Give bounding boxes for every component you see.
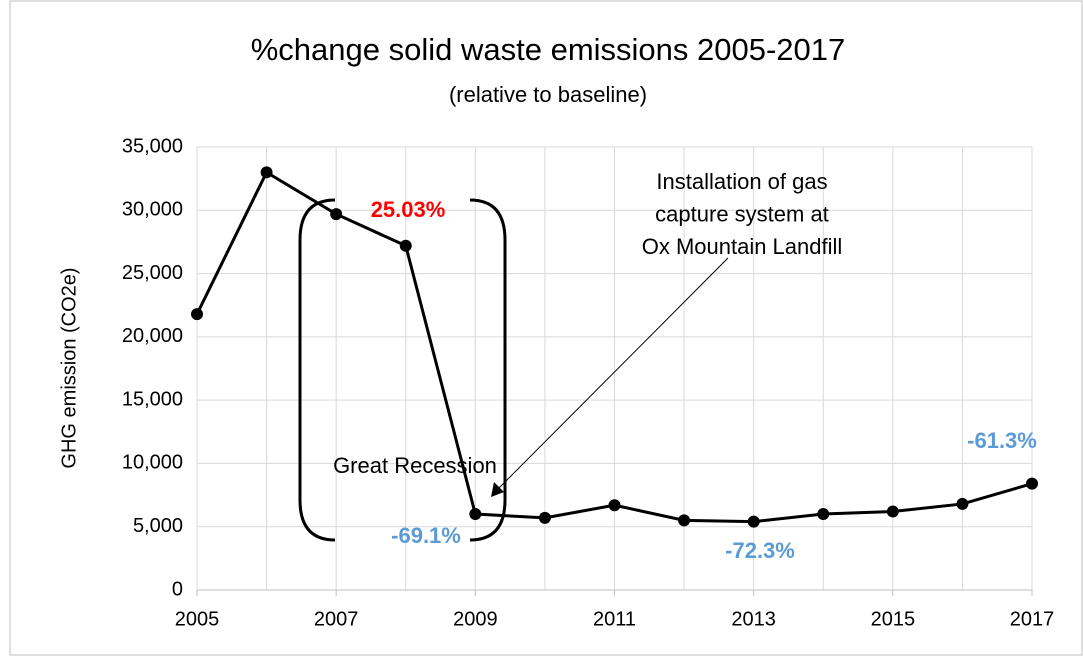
y-tick-label: 5,000 <box>133 515 183 537</box>
y-tick-label: 15,000 <box>122 388 183 410</box>
annotation: Great Recession <box>333 453 497 478</box>
y-tick-label: 25,000 <box>122 262 183 284</box>
x-tick-label: 2017 <box>1010 608 1055 630</box>
point <box>191 308 203 321</box>
annotation: Installation of gas <box>656 169 827 194</box>
arrow-line <box>496 257 729 491</box>
annotation: -61.3% <box>967 428 1037 453</box>
point <box>469 508 482 521</box>
arrow-head <box>491 482 504 497</box>
annotation: 25.03% <box>371 197 446 222</box>
x-tick-label: 2007 <box>314 608 359 630</box>
y-tick-label: 10,000 <box>122 452 183 474</box>
chart-title: %change solid waste emissions 2005-2017 <box>251 32 846 67</box>
point <box>956 497 969 510</box>
x-tick-label: 2005 <box>175 608 220 630</box>
point <box>678 514 691 527</box>
y-tick-label: 0 <box>172 578 183 600</box>
point <box>330 208 343 221</box>
annotation: -72.3% <box>725 538 795 563</box>
point <box>608 499 621 512</box>
x-tick-label: 2015 <box>871 608 916 630</box>
y-tick-label: 20,000 <box>122 325 183 347</box>
bracket-left <box>298 198 336 542</box>
point <box>747 515 760 528</box>
y-tick-label: 30,000 <box>122 199 183 221</box>
annotation: Ox Mountain Landfill <box>642 234 843 259</box>
bracket-right <box>469 198 507 542</box>
x-tick-label: 2009 <box>453 608 498 630</box>
point <box>817 508 830 521</box>
annotation: capture system at <box>655 201 829 226</box>
point <box>886 505 899 518</box>
x-tick-label: 2011 <box>593 608 636 630</box>
point <box>538 511 551 524</box>
annotation: -69.1% <box>391 523 461 548</box>
x-tick-label: 2013 <box>731 608 776 630</box>
chart-subtitle: (relative to baseline) <box>449 82 647 107</box>
y-axis-label: GHG emission (CO2e) <box>58 267 80 468</box>
point <box>260 166 273 179</box>
chart-frame <box>9 0 1083 656</box>
point <box>1026 477 1038 490</box>
point <box>399 239 412 252</box>
y-tick-label: 35,000 <box>122 135 183 157</box>
